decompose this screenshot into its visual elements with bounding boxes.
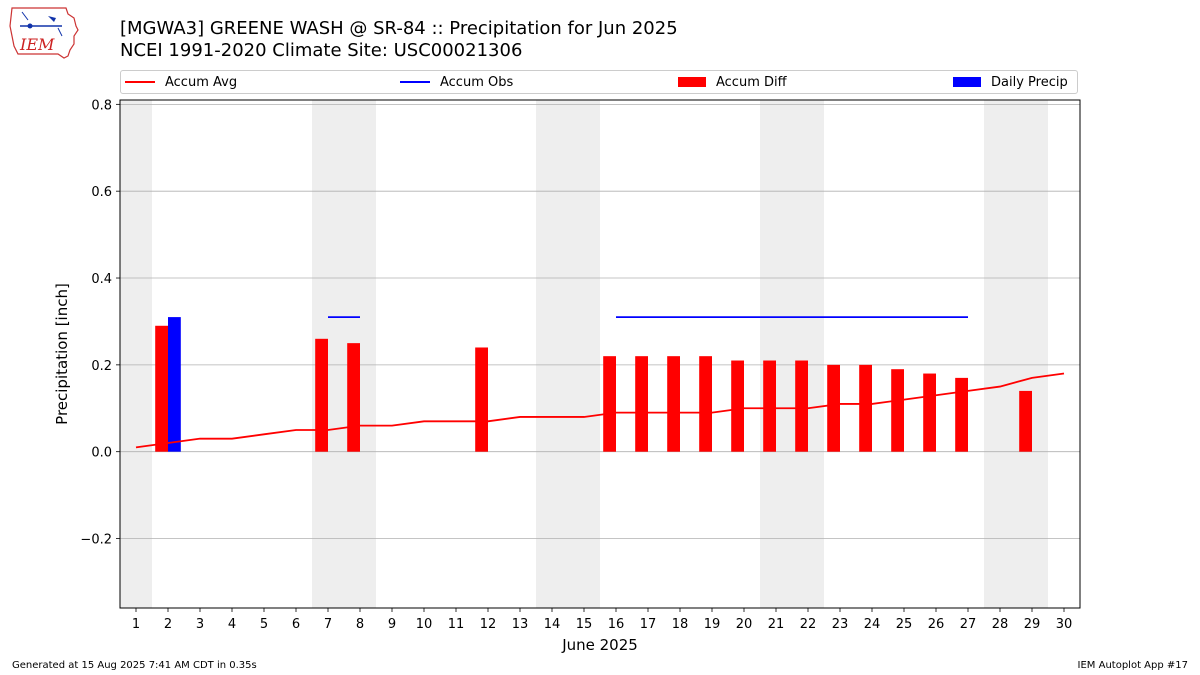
iem-logo: IEM <box>9 7 79 59</box>
accum-diff-bar <box>347 343 360 452</box>
accum-diff-bar <box>699 356 712 452</box>
accum-diff-bar <box>155 325 168 452</box>
accum-diff-bar <box>731 360 744 452</box>
accum-diff-bar <box>315 338 328 452</box>
y-axis-label: Precipitation [inch] <box>53 283 71 425</box>
chart-subtitle: NCEI 1991-2020 Climate Site: USC00021306 <box>120 40 523 61</box>
chart-title: [MGWA3] GREENE WASH @ SR-84 :: Precipita… <box>120 18 678 39</box>
x-tick-label: 17 <box>640 617 657 632</box>
x-tick-label: 3 <box>196 617 204 632</box>
accum-diff-bar <box>603 356 616 452</box>
x-tick-label: 19 <box>704 617 721 632</box>
accum-diff-bar <box>795 360 808 452</box>
x-tick-label: 14 <box>544 617 561 632</box>
accum-diff-bar <box>635 356 648 452</box>
legend-swatch-accum-obs <box>400 81 430 83</box>
x-tick-label: 28 <box>992 617 1009 632</box>
logo-text: IEM <box>19 35 55 54</box>
legend-item-daily-precip: Daily Precip <box>953 71 1068 93</box>
legend-label-accum-diff: Accum Diff <box>716 74 787 90</box>
x-tick-label: 6 <box>292 617 300 632</box>
x-tick-label: 11 <box>448 617 465 632</box>
x-tick-label: 18 <box>672 617 689 632</box>
y-tick-label: 0.6 <box>91 185 112 200</box>
accum-diff-bar <box>827 364 840 452</box>
accum-diff-bar <box>763 360 776 452</box>
accum-diff-bar <box>667 356 680 452</box>
x-tick-label: 27 <box>960 617 977 632</box>
legend-swatch-daily-precip <box>953 77 981 87</box>
weekend-band <box>984 100 1048 608</box>
x-tick-label: 20 <box>736 617 753 632</box>
daily-precip-bar <box>168 317 181 452</box>
x-tick-label: 4 <box>228 617 236 632</box>
legend-item-accum-avg: Accum Avg <box>125 71 237 93</box>
x-tick-label: 30 <box>1056 617 1073 632</box>
weekend-band <box>760 100 824 608</box>
x-tick-label: 16 <box>608 617 625 632</box>
x-tick-label: 26 <box>928 617 945 632</box>
x-tick-label: 29 <box>1024 617 1041 632</box>
accum-diff-bar <box>955 377 968 452</box>
x-tick-label: 22 <box>800 617 817 632</box>
weekend-bands <box>120 100 1048 608</box>
accum-diff-bar <box>923 373 936 452</box>
legend-label-accum-avg: Accum Avg <box>165 74 238 90</box>
x-tick-label: 10 <box>416 617 433 632</box>
series-lines <box>135 316 1065 449</box>
legend-swatch-accum-diff <box>678 77 706 87</box>
x-tick-label: 25 <box>896 617 913 632</box>
x-tick-label: 5 <box>260 617 268 632</box>
plot-frame <box>119 99 1081 609</box>
legend: Accum Avg Accum Obs Accum Diff Daily Pre… <box>120 70 1078 94</box>
x-axis-ticks: 1 2 3 4 5 6 7 8 9 10 11 12 13 14 15 16 17 18 19 20 21 22 23 24 2… <box>132 608 1072 632</box>
app-label: IEM Autoplot App #17 <box>1077 660 1188 671</box>
legend-item-accum-diff: Accum Diff <box>678 71 787 93</box>
y-tick-label: 0.0 <box>91 446 112 461</box>
x-axis-label: June 2025 <box>561 636 638 654</box>
weekend-band <box>120 100 152 608</box>
accum-avg-line <box>135 372 1065 449</box>
weekend-band <box>536 100 600 608</box>
x-tick-label: 21 <box>768 617 785 632</box>
legend-swatch-accum-avg <box>125 81 155 83</box>
y-tick-label: 0.8 <box>91 98 112 113</box>
legend-label-accum-obs: Accum Obs <box>440 74 514 90</box>
generated-timestamp: Generated at 15 Aug 2025 7:41 AM CDT in … <box>12 660 257 671</box>
x-tick-label: 7 <box>324 617 332 632</box>
x-tick-label: 2 <box>164 617 172 632</box>
legend-label-daily-precip: Daily Precip <box>991 74 1068 90</box>
x-tick-label: 8 <box>356 617 364 632</box>
x-tick-label: 23 <box>832 617 849 632</box>
y-axis-ticks: −0.2 0.0 0.2 0.4 0.6 0.8 <box>80 98 120 548</box>
y-tick-label: −0.2 <box>80 533 112 548</box>
y-tick-label: 0.4 <box>91 272 112 287</box>
x-tick-label: 9 <box>388 617 396 632</box>
legend-item-accum-obs: Accum Obs <box>400 71 513 93</box>
x-tick-label: 15 <box>576 617 593 632</box>
accum-diff-bar <box>859 364 872 452</box>
bars <box>155 317 1032 452</box>
y-tick-label: 0.2 <box>91 359 112 374</box>
x-tick-label: 1 <box>132 617 140 632</box>
x-tick-label: 24 <box>864 617 881 632</box>
gridlines <box>120 103 1080 539</box>
x-tick-label: 12 <box>480 617 497 632</box>
accum-diff-bar <box>891 369 904 452</box>
accum-diff-bar <box>475 347 488 452</box>
x-tick-label: 13 <box>512 617 529 632</box>
accum-diff-bar <box>1019 390 1032 452</box>
